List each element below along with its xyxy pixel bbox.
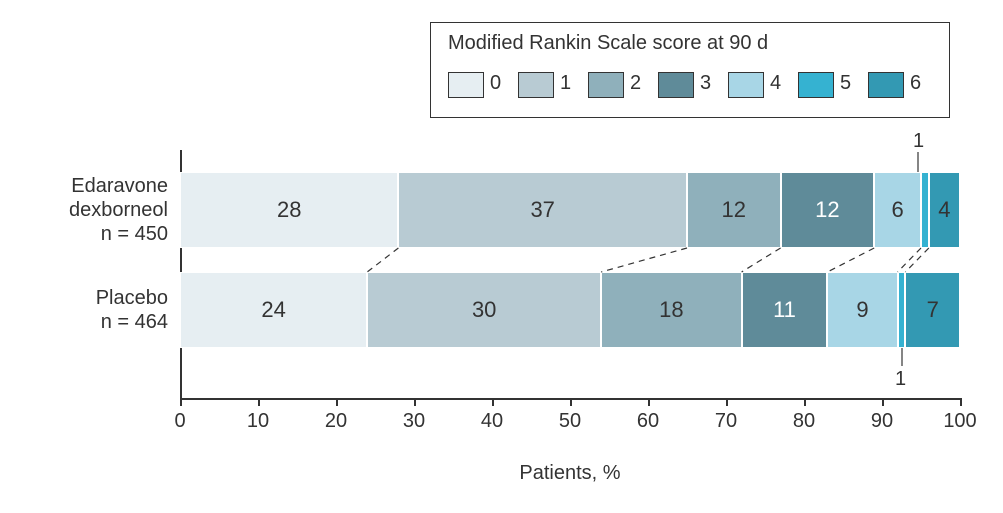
bar-segment: 12 <box>687 172 781 248</box>
dash-connector <box>827 248 874 272</box>
bar-segment: 18 <box>601 272 741 348</box>
y-category-label-line: dexborneol <box>69 198 168 222</box>
x-tick-label: 0 <box>160 410 200 433</box>
dash-connector <box>742 248 781 272</box>
bar-segment-value: 18 <box>659 297 683 323</box>
stacked-bar-chart: Modified Rankin Scale score at 90 d01234… <box>0 0 1003 513</box>
bar-segment: 30 <box>367 272 601 348</box>
y-category-label-line: n = 464 <box>96 310 168 334</box>
x-tick <box>492 398 494 406</box>
legend-label: 5 <box>840 72 851 95</box>
callout-label: 1 <box>895 368 906 391</box>
y-category-label: Edaravonedexborneoln = 450 <box>69 174 168 246</box>
bar-segment: 9 <box>827 272 897 348</box>
legend-title: Modified Rankin Scale score at 90 d <box>448 32 768 55</box>
legend-swatch <box>448 72 484 98</box>
bar-segment-value: 37 <box>530 197 554 223</box>
x-tick-label: 20 <box>316 410 356 433</box>
x-tick-label: 100 <box>940 410 980 433</box>
x-tick <box>726 398 728 406</box>
x-tick <box>258 398 260 406</box>
legend-swatch <box>728 72 764 98</box>
x-tick <box>648 398 650 406</box>
bar-segment <box>898 272 906 348</box>
bar-segment: 11 <box>742 272 828 348</box>
legend-label: 4 <box>770 72 781 95</box>
x-tick-label: 70 <box>706 410 746 433</box>
bar-segment: 7 <box>905 272 960 348</box>
x-tick-label: 50 <box>550 410 590 433</box>
bar-segment-value: 12 <box>722 197 746 223</box>
bar-segment-value: 11 <box>773 297 796 323</box>
legend-label: 6 <box>910 72 921 95</box>
x-tick-label: 30 <box>394 410 434 433</box>
legend-label: 2 <box>630 72 641 95</box>
x-tick <box>882 398 884 406</box>
bar-segment: 6 <box>874 172 921 248</box>
bar-segment-value: 30 <box>472 297 496 323</box>
x-tick-label: 40 <box>472 410 512 433</box>
bar-segment-value: 28 <box>277 197 301 223</box>
x-tick-label: 90 <box>862 410 902 433</box>
bar-segment: 4 <box>929 172 960 248</box>
bar-segment-value: 9 <box>856 297 868 323</box>
dash-connector <box>898 248 921 272</box>
x-tick <box>180 398 182 406</box>
bar-segment-value: 7 <box>927 297 939 323</box>
x-tick-label: 60 <box>628 410 668 433</box>
y-category-label-line: n = 450 <box>69 222 168 246</box>
bar-segment-value: 12 <box>815 197 839 223</box>
x-tick <box>336 398 338 406</box>
x-tick <box>804 398 806 406</box>
bar-segment-value: 6 <box>891 197 903 223</box>
y-category-label: Placebon = 464 <box>96 286 168 334</box>
bar-segment-value: 24 <box>261 297 285 323</box>
bar-segment <box>921 172 929 248</box>
x-tick-label: 80 <box>784 410 824 433</box>
x-tick-label: 10 <box>238 410 278 433</box>
bar-segment: 37 <box>398 172 687 248</box>
legend-label: 0 <box>490 72 501 95</box>
legend-label: 1 <box>560 72 571 95</box>
callout-label: 1 <box>913 130 924 153</box>
legend-swatch <box>868 72 904 98</box>
legend-swatch <box>798 72 834 98</box>
bar-segment: 28 <box>180 172 398 248</box>
legend-swatch <box>518 72 554 98</box>
dash-connector <box>601 248 687 272</box>
dash-connector <box>905 248 928 272</box>
dash-connector <box>367 248 398 272</box>
y-category-label-line: Placebo <box>96 286 168 310</box>
bar-segment: 24 <box>180 272 367 348</box>
y-category-label-line: Edaravone <box>69 174 168 198</box>
bar-segment-value: 4 <box>938 197 950 223</box>
bar-segment: 12 <box>781 172 875 248</box>
x-tick <box>570 398 572 406</box>
x-tick <box>414 398 416 406</box>
x-tick <box>960 398 962 406</box>
legend-swatch <box>658 72 694 98</box>
legend-swatch <box>588 72 624 98</box>
legend-label: 3 <box>700 72 711 95</box>
x-axis-title: Patients, % <box>490 462 650 485</box>
